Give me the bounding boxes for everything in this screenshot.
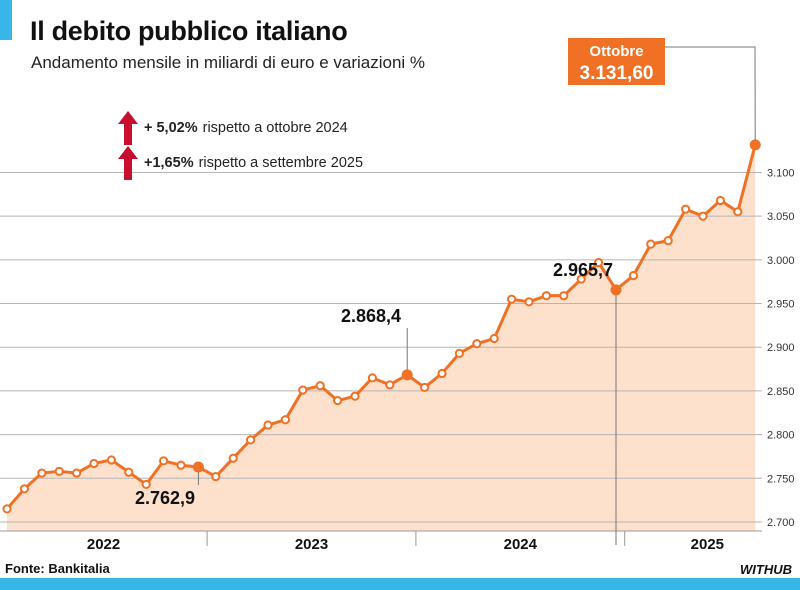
bottom-band (0, 578, 800, 590)
data-point (541, 291, 552, 301)
data-point (524, 297, 534, 307)
data-point (228, 453, 238, 463)
change-text: rispetto a ottobre 2024 (202, 120, 348, 136)
data-point (698, 211, 708, 221)
data-point (315, 381, 325, 391)
source-note: Fonte: Bankitalia (5, 561, 110, 576)
data-point (385, 380, 395, 390)
change-text: rispetto a settembre 2025 (198, 155, 364, 171)
year-label: 2023 (295, 536, 328, 553)
data-point (715, 195, 726, 206)
data-point (489, 333, 499, 344)
data-point (749, 139, 761, 151)
data-point (124, 467, 134, 477)
y-tick-label: 3.000 (767, 255, 795, 267)
data-label: 2.965,7 (553, 260, 613, 280)
data-point (2, 504, 12, 514)
y-tick-label: 2.800 (767, 430, 795, 442)
callout-month: Ottobre (589, 43, 643, 60)
data-point (211, 471, 221, 482)
data-point (141, 479, 151, 490)
data-point (89, 458, 99, 469)
arrow-up-icon (118, 111, 138, 145)
data-point (159, 456, 169, 466)
change-value: +1,65% (144, 155, 194, 171)
data-point (437, 368, 447, 379)
data-point (246, 435, 256, 445)
arrow-up-icon (118, 146, 138, 180)
data-point (106, 455, 117, 465)
data-point (298, 385, 308, 395)
data-point (54, 466, 64, 476)
data-point (333, 395, 343, 406)
area-fill (7, 144, 756, 531)
data-point (610, 284, 622, 296)
change-vs-month: +1,65% rispetto a settembre 2025 (118, 146, 363, 180)
data-point (19, 484, 29, 494)
data-point (507, 294, 517, 304)
data-point (420, 382, 430, 393)
year-label: 2025 (691, 536, 724, 553)
callout-value: 3.131,60 (580, 63, 654, 84)
callout-box (568, 38, 665, 85)
y-tick-label: 3.050 (767, 211, 795, 223)
change-value: + 5,02% (144, 120, 198, 136)
y-tick-label: 2.850 (767, 386, 795, 398)
change-vs-year: + 5,02% rispetto a ottobre 2024 (118, 111, 348, 145)
data-point (628, 270, 639, 281)
chart-subtitle: Andamento mensile in miliardi di euro e … (31, 53, 426, 72)
accent-bar (0, 0, 12, 40)
data-point (176, 460, 186, 470)
data-label: 2.762,9 (135, 488, 195, 508)
data-point (594, 257, 604, 268)
data-point (646, 239, 656, 249)
y-tick-label: 2.700 (767, 517, 795, 529)
data-point (192, 461, 204, 473)
y-tick-label: 2.750 (767, 473, 795, 485)
year-label: 2024 (504, 536, 538, 553)
data-point (472, 339, 482, 349)
data-point (559, 291, 569, 301)
data-point (454, 348, 464, 358)
brand-logo: WITHUB (740, 562, 792, 577)
data-point (280, 415, 290, 425)
annotation-leader (665, 46, 756, 141)
data-point (681, 204, 691, 214)
data-point (576, 274, 586, 284)
chart-title: Il debito pubblico italiano (30, 16, 348, 46)
data-point (663, 236, 673, 246)
data-label: 2.868,4 (341, 306, 401, 326)
data-point (37, 468, 47, 478)
y-tick-label: 2.900 (767, 342, 795, 354)
year-label: 2022 (87, 536, 120, 553)
data-point (72, 468, 82, 478)
data-point (401, 369, 413, 381)
data-point (263, 420, 273, 430)
y-tick-label: 2.950 (767, 299, 795, 311)
data-point (733, 207, 743, 217)
data-point (350, 391, 360, 401)
data-point (367, 373, 377, 383)
y-tick-label: 3.100 (767, 167, 795, 179)
